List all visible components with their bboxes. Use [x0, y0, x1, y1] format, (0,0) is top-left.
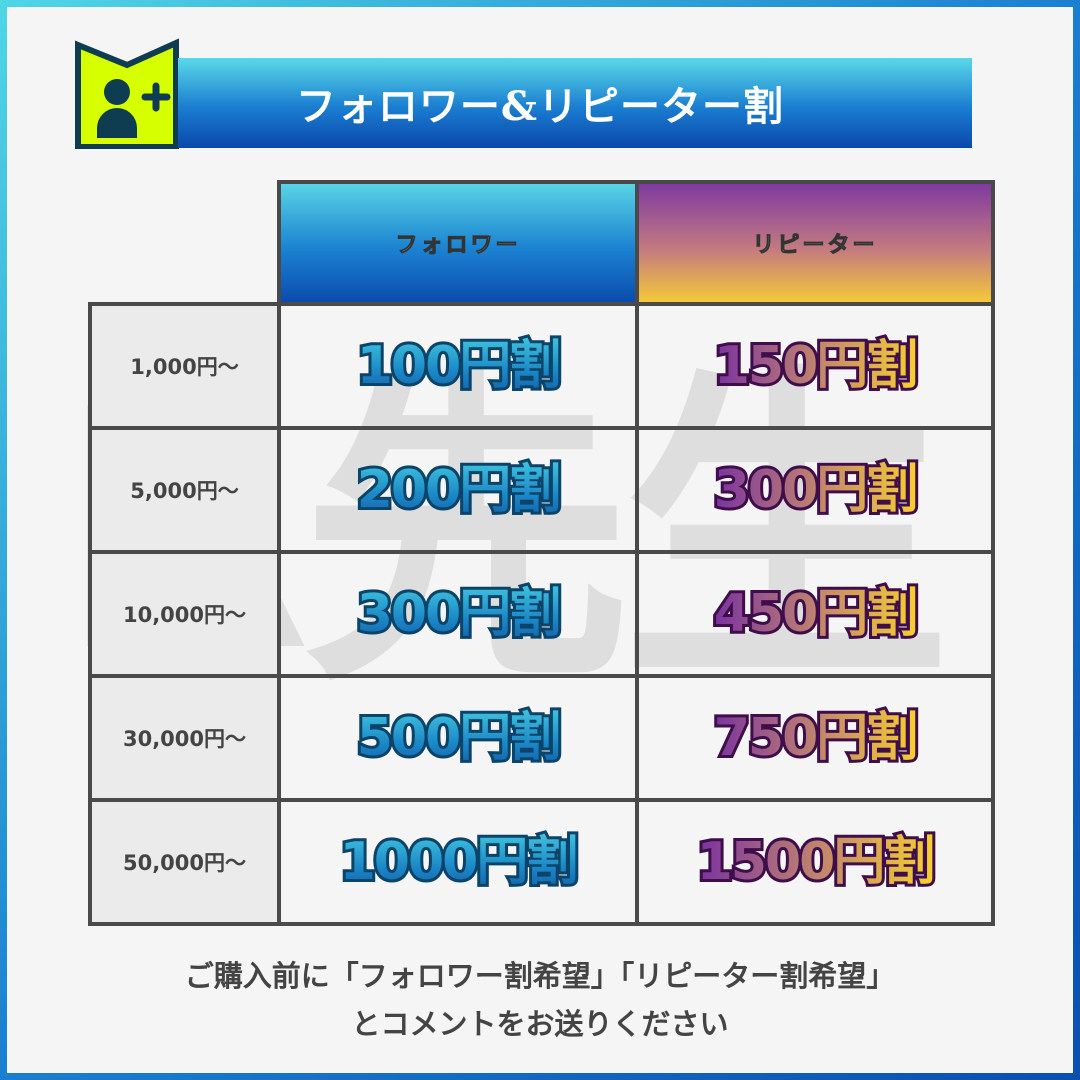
table-row: 30,000円〜 500円割 750円割	[88, 674, 995, 802]
threshold-cell: 5,000円〜	[88, 426, 281, 554]
threshold-cell: 50,000円〜	[88, 798, 281, 926]
follower-discount-cell: 300円割	[277, 550, 639, 678]
note-line: とコメントをお送りください	[351, 1007, 729, 1041]
repeater-discount-cell: 300円割	[635, 426, 995, 554]
header-repeater: リピーター	[635, 180, 995, 306]
table-row: 50,000円〜 1000円割 1500円割	[88, 798, 995, 926]
header-label: リピーター	[752, 233, 878, 259]
follower-discount-cell: 1000円割	[277, 798, 639, 926]
threshold-cell: 1,000円〜	[88, 302, 281, 430]
canvas: R先生 フォロワー&リピーター割 フォロワー リピーター 1,000円〜 100…	[7, 7, 1073, 1073]
repeater-discount-cell: 150円割	[635, 302, 995, 430]
corner-cell	[90, 182, 281, 306]
threshold-cell: 30,000円〜	[88, 674, 281, 802]
follower-discount-cell: 200円割	[277, 426, 639, 554]
repeater-discount: 450円割	[714, 588, 919, 640]
header-follower: フォロワー	[277, 180, 639, 306]
header-label: フォロワー	[395, 233, 521, 259]
follower-discount: 200円割	[357, 464, 562, 516]
follower-discount: 1000円割	[340, 836, 579, 888]
repeater-discount: 1500円割	[697, 836, 936, 888]
user-plus-icon	[75, 38, 179, 149]
repeater-discount-cell: 1500円割	[635, 798, 995, 926]
repeater-discount: 750円割	[714, 712, 919, 764]
follower-discount: 500円割	[357, 712, 562, 764]
note-line: ご購入前に「フォロワー割希望」「リピーター割希望」	[184, 959, 896, 993]
instruction-note: ご購入前に「フォロワー割希望」「リピーター割希望」 とコメントをお送りください	[7, 952, 1073, 1048]
table-row: 1,000円〜 100円割 150円割	[88, 302, 995, 430]
repeater-discount: 150円割	[714, 340, 919, 392]
repeater-discount-cell: 750円割	[635, 674, 995, 802]
follower-discount-cell: 500円割	[277, 674, 639, 802]
title-banner: フォロワー&リピーター割	[178, 58, 972, 148]
table-row: 5,000円〜 200円割 300円割	[88, 426, 995, 554]
repeater-discount: 300円割	[714, 464, 919, 516]
follower-discount: 100円割	[357, 340, 562, 392]
table-row: 10,000円〜 300円割 450円割	[88, 550, 995, 678]
follower-discount: 300円割	[357, 588, 562, 640]
repeater-discount-cell: 450円割	[635, 550, 995, 678]
page-title: フォロワー&リピーター割	[295, 83, 785, 130]
threshold-cell: 10,000円〜	[88, 550, 281, 678]
follower-discount-cell: 100円割	[277, 302, 639, 430]
